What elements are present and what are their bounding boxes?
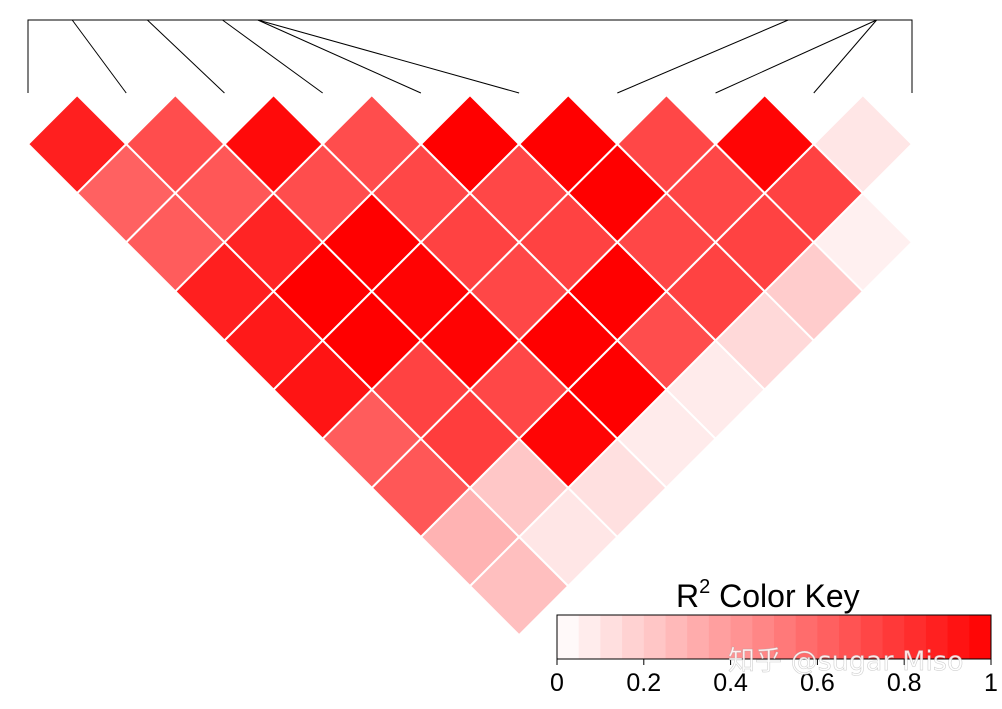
color-key-tick-label: 0.2 [626, 669, 661, 697]
marker-map-line [257, 19, 422, 94]
color-key-bin [839, 615, 862, 659]
color-key-tick-label: 0.4 [713, 669, 748, 697]
marker-map-lines [27, 19, 913, 94]
color-key-bins [557, 615, 992, 659]
color-key-title: R2 Color Key [676, 576, 860, 614]
color-key-bin [752, 615, 775, 659]
map-bar [27, 19, 913, 93]
marker-map-line [71, 19, 127, 94]
color-key-tick-label: 0.6 [800, 669, 835, 697]
color-key-bin [665, 615, 688, 659]
color-key-ticks: 0 0.2 0.4 0.6 0.8 1 [550, 659, 998, 697]
color-key-bin [882, 615, 905, 659]
color-key-tick-label: 0.8 [887, 669, 922, 697]
color-key-bin [730, 615, 753, 659]
watermark-text: 知乎 @sugar Miso [728, 646, 964, 677]
color-key: R2 Color Key 0 0.2 0.4 0.6 0.8 1 [550, 576, 998, 697]
color-key-bin [795, 615, 818, 659]
color-key-bin [904, 615, 927, 659]
color-key-frame [556, 614, 992, 660]
color-key-bin [925, 615, 949, 659]
color-key-bin [578, 615, 601, 659]
color-key-tick-label: 1 [984, 669, 998, 697]
marker-map-line [715, 19, 877, 94]
ld-cells [26, 93, 914, 637]
marker-map-line [617, 19, 789, 94]
marker-map-line [813, 19, 878, 94]
marker-map-line [222, 19, 323, 94]
color-key-bin [600, 615, 623, 659]
color-key-bin [817, 615, 840, 659]
marker-map-line [146, 19, 225, 94]
color-key-bin [969, 615, 992, 659]
color-key-bin [622, 615, 645, 659]
color-key-bin [708, 615, 732, 659]
marker-map-line [257, 19, 520, 94]
color-key-bin [687, 615, 710, 659]
color-key-tick-label: 0 [550, 669, 564, 697]
color-key-bin [774, 615, 797, 659]
color-key-bin [947, 615, 970, 659]
ld-cell [468, 535, 570, 637]
color-key-bin [860, 615, 883, 659]
color-key-bin [643, 615, 666, 659]
color-key-bin [557, 615, 580, 659]
